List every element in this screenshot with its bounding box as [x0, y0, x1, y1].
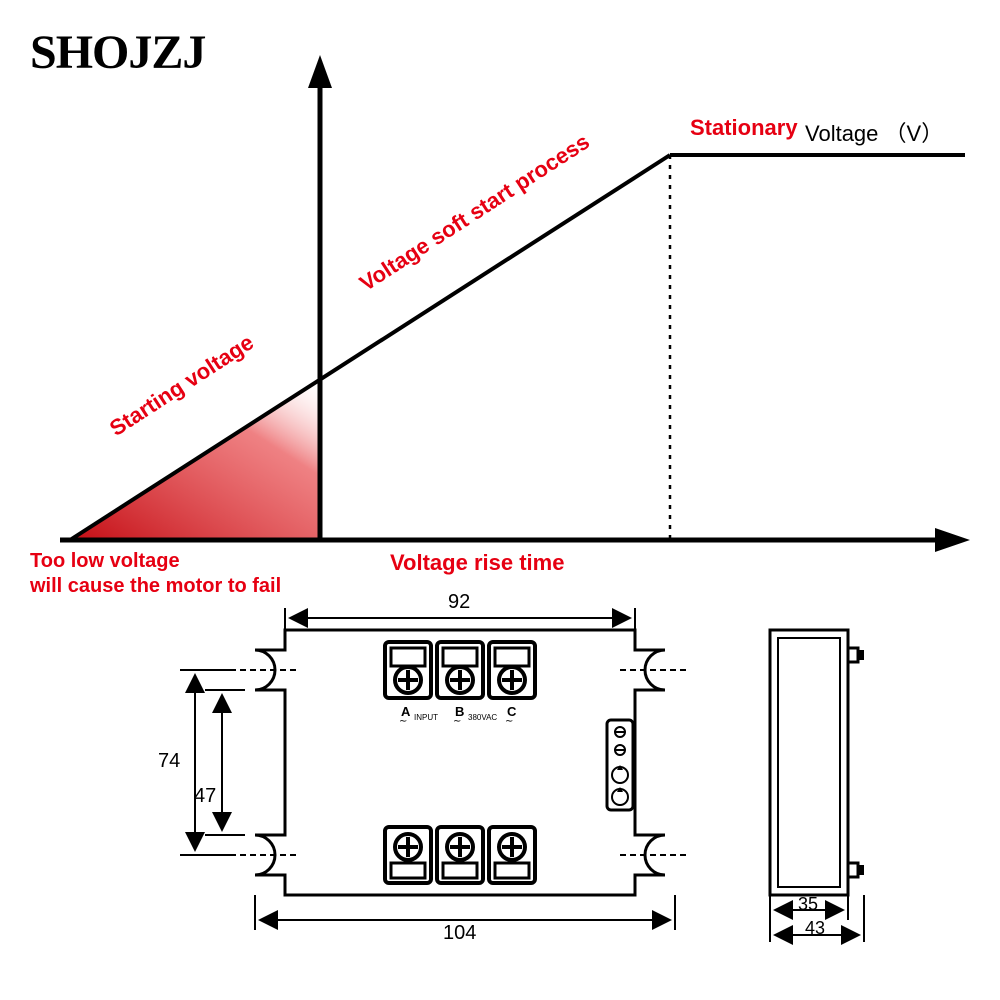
label-low-voltage-1: Too low voltage	[30, 550, 180, 573]
terminal-row-bottom	[385, 827, 535, 883]
dim-width-bottom: 104	[443, 922, 476, 945]
terminal-row-top	[385, 642, 535, 698]
label-voltage-v: Voltage （V）	[805, 116, 943, 148]
pot-strip	[607, 720, 633, 810]
label-rise-time: Voltage rise time	[390, 550, 564, 576]
y-axis-arrow	[308, 55, 332, 88]
term-vac: 380VAC	[468, 713, 497, 722]
dim-side-outer: 43	[805, 918, 825, 939]
term-input: INPUT	[414, 713, 438, 722]
dim-side-inner: 35	[798, 894, 818, 915]
x-axis-arrow	[935, 528, 970, 552]
top-view	[230, 630, 690, 895]
side-view	[770, 630, 864, 895]
label-stationary: Stationary	[690, 115, 798, 141]
device-svg	[150, 590, 950, 990]
dim-height-outer: 74	[158, 750, 180, 773]
device-drawing: 92 104 74 47 35 43 A B C ∼ ∼ ∼ INPUT 380…	[150, 590, 950, 990]
dim-height-inner: 47	[194, 785, 216, 808]
dim-width-top: 92	[448, 591, 470, 614]
voltage-chart: Starting voltage Voltage soft start proc…	[30, 40, 970, 560]
ramp-line	[70, 155, 670, 540]
